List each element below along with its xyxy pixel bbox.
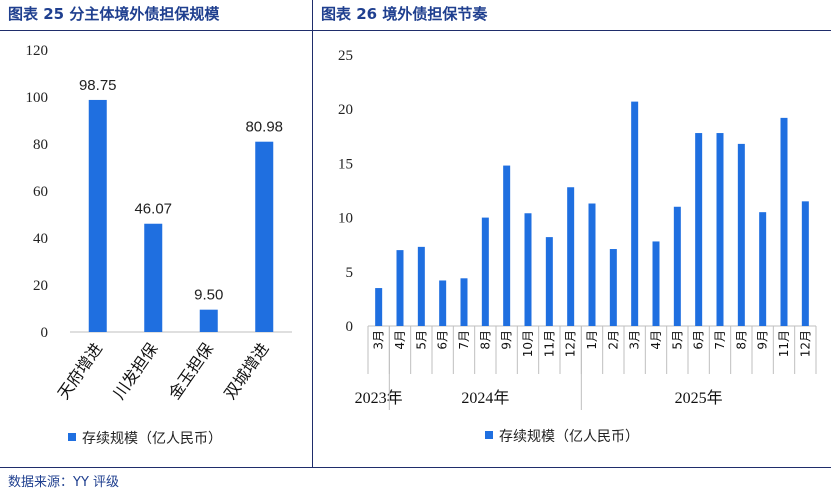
- y-tick-label: 0: [41, 325, 49, 341]
- x-month-label: 2月: [606, 330, 620, 350]
- x-month-label: 11月: [542, 330, 556, 357]
- bar: [503, 165, 511, 326]
- bar: [396, 250, 404, 326]
- bar: [652, 241, 660, 326]
- bar: [375, 288, 383, 326]
- x-month-label: 8月: [734, 330, 748, 350]
- legend-swatch: [485, 431, 493, 439]
- x-month-label: 7月: [713, 330, 727, 350]
- bar: [88, 99, 107, 332]
- x-year-label: 2024年: [461, 389, 509, 407]
- bar: [716, 133, 724, 326]
- x-month-label: 12月: [564, 330, 578, 357]
- bar: [481, 217, 489, 326]
- bar: [439, 280, 447, 326]
- bar: [460, 278, 468, 326]
- bar: [737, 143, 745, 326]
- y-tick-label: 120: [26, 43, 49, 59]
- x-category-label: 金玉担保: [165, 339, 217, 402]
- x-month-label: 5月: [670, 330, 684, 350]
- bar: [695, 133, 703, 326]
- legend-swatch: [68, 433, 76, 441]
- source-note: 数据来源：YY 评级: [8, 475, 120, 490]
- bar: [567, 187, 575, 326]
- y-tick-label: 80: [33, 137, 48, 153]
- data-label: 98.75: [79, 77, 117, 94]
- data-label: 80.98: [245, 119, 283, 136]
- y-tick-label: 100: [26, 90, 49, 106]
- bar: [144, 223, 163, 332]
- left-chart-title: 图表 25 分主体境外债担保规模: [8, 5, 220, 23]
- y-tick-label: 15: [338, 156, 353, 172]
- x-month-label: 7月: [457, 330, 471, 350]
- bar: [609, 249, 617, 326]
- header-divider: [0, 30, 831, 31]
- x-category-label: 天府增进: [54, 339, 106, 402]
- x-year-label: 2025年: [675, 389, 723, 407]
- left-chart-panel: 图表 25 分主体境外债担保规模 0 20 40 60 80 100 120 98.75 天府增…: [0, 0, 313, 468]
- y-tick-label: 20: [33, 278, 48, 294]
- left-chart: 0 20 40 60 80 100 120 98.75 天府增进 46.07 川发担保 9.50 金玉担…: [26, 43, 292, 447]
- legend-label: 存续规模（亿人民币）: [82, 430, 222, 447]
- bar: [631, 101, 639, 326]
- bar: [780, 117, 788, 326]
- bar: [417, 246, 425, 326]
- x-month-label: 1月: [585, 330, 599, 350]
- bar: [524, 213, 532, 326]
- bar: [588, 203, 596, 326]
- bar: [545, 237, 553, 326]
- data-label: 46.07: [134, 201, 172, 218]
- x-month-label: 4月: [649, 330, 663, 350]
- y-tick-label: 25: [338, 48, 353, 64]
- y-tick-label: 0: [346, 319, 354, 335]
- y-tick-label: 5: [346, 265, 354, 281]
- right-chart: 0 5 10 15 20 25 3月 4月 5月 6月 7月 8月 9月 10月 11月 12月 1月 2月 3月 4…: [338, 48, 817, 445]
- x-category-label: 双城增进: [220, 339, 272, 402]
- x-month-label: 3月: [628, 330, 642, 350]
- x-month-label: 12月: [798, 330, 812, 357]
- footer-divider: [0, 467, 831, 468]
- x-month-label: 6月: [436, 330, 450, 350]
- x-month-label: 9月: [500, 330, 514, 350]
- bar: [759, 212, 767, 326]
- x-month-label: 5月: [414, 330, 428, 350]
- x-year-label: 2023年: [355, 389, 403, 407]
- x-month-label: 11月: [777, 330, 791, 357]
- x-category-label: 川发担保: [109, 339, 161, 402]
- x-month-label: 6月: [692, 330, 706, 350]
- data-label: 9.50: [194, 287, 223, 304]
- x-month-label: 3月: [372, 330, 386, 350]
- bar: [673, 206, 681, 326]
- x-month-label: 8月: [478, 330, 492, 350]
- y-tick-label: 40: [33, 231, 48, 247]
- bar: [255, 141, 274, 332]
- x-month-label: 4月: [393, 330, 407, 350]
- y-tick-label: 20: [338, 102, 353, 118]
- x-month-label: 10月: [521, 330, 535, 357]
- legend-label: 存续规模（亿人民币）: [499, 428, 639, 445]
- x-month-label: 9月: [756, 330, 770, 350]
- bar: [199, 309, 218, 332]
- y-tick-label: 60: [33, 184, 48, 200]
- bar: [801, 201, 809, 326]
- y-tick-label: 10: [338, 211, 353, 227]
- right-chart-title: 图表 26 境外债担保节奏: [321, 5, 488, 23]
- right-chart-panel: 图表 26 境外债担保节奏 0 5 10 15 20 25 3月 4月 5月 6月 7月 8月 9月 10…: [313, 0, 831, 468]
